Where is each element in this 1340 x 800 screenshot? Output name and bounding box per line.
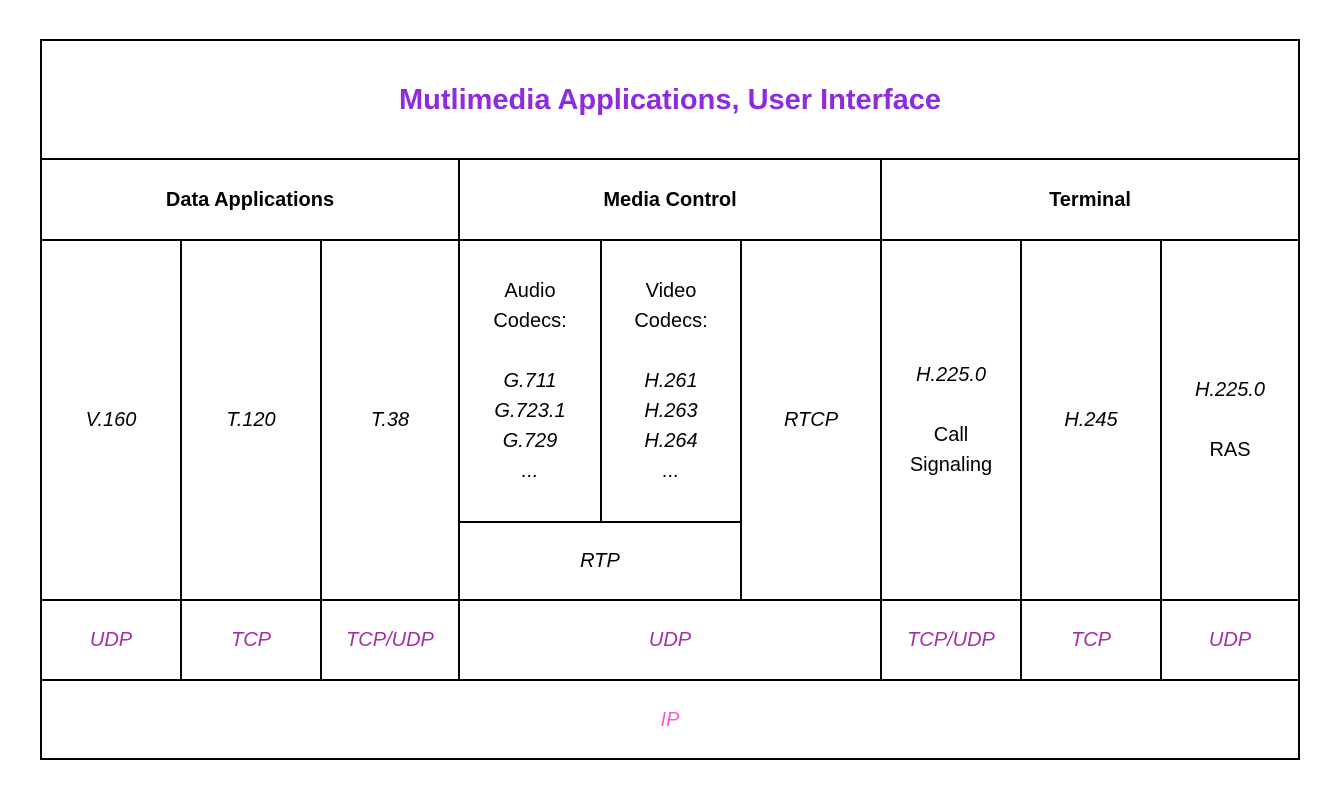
cell-rtcp: RTCP bbox=[742, 241, 880, 599]
transport-cell-udp-media: UDP bbox=[460, 601, 880, 679]
cell-v160: V.160 bbox=[42, 241, 180, 599]
protocol-stack-table: Mutlimedia Applications, User Interface … bbox=[40, 39, 1300, 760]
transport-label: UDP bbox=[648, 629, 692, 651]
transport-cell-tcp-terminal: TCP bbox=[1022, 601, 1160, 679]
section-header-label: Media Control bbox=[603, 188, 737, 211]
transport-cell-udp-data: UDP bbox=[42, 601, 180, 679]
video-codecs-heading-line2: Codecs: bbox=[634, 310, 708, 332]
cell-h225-call-signaling: H.225.0 Call Signaling bbox=[882, 241, 1020, 599]
transport-cell-tcp-data: TCP bbox=[182, 601, 320, 679]
audio-codec-item: G.711 bbox=[503, 370, 557, 392]
video-codec-item: ... bbox=[662, 460, 680, 482]
call-signaling-label-line1: Call bbox=[933, 424, 969, 446]
cell-h245: H.245 bbox=[1022, 241, 1160, 599]
video-codec-item: H.261 bbox=[644, 370, 698, 392]
video-codec-item: H.264 bbox=[644, 430, 698, 452]
video-codecs-heading-line1: Video bbox=[645, 280, 697, 302]
protocol-label: T.120 bbox=[226, 409, 276, 431]
protocol-label: H.225.0 bbox=[915, 364, 987, 386]
section-header-terminal: Terminal bbox=[882, 160, 1298, 239]
page-title: Mutlimedia Applications, User Interface bbox=[399, 83, 941, 116]
section-header-label: Data Applications bbox=[165, 188, 335, 211]
protocol-label: RTP bbox=[580, 550, 620, 572]
audio-codecs-heading-line2: Codecs: bbox=[493, 310, 567, 332]
cell-t120: T.120 bbox=[182, 241, 320, 599]
protocol-label: T.38 bbox=[370, 409, 410, 431]
protocol-label: H.245 bbox=[1064, 409, 1118, 431]
cell-audio-codecs: Audio Codecs: G.711 G.723.1 G.729 ... bbox=[460, 241, 600, 521]
protocol-label: V.160 bbox=[85, 409, 137, 431]
transport-label: TCP bbox=[231, 629, 271, 651]
section-header-label: Terminal bbox=[1049, 188, 1131, 211]
protocol-label: H.225.0 bbox=[1194, 379, 1266, 401]
section-header-data-applications: Data Applications bbox=[42, 160, 458, 239]
transport-label: UDP bbox=[89, 629, 133, 651]
transport-label: TCP/UDP bbox=[346, 629, 434, 651]
ip-layer-label: IP bbox=[660, 708, 680, 731]
audio-codec-item: ... bbox=[521, 460, 539, 482]
cell-t38: T.38 bbox=[322, 241, 458, 599]
transport-label: TCP bbox=[1071, 629, 1111, 651]
cell-ip-layer: IP bbox=[42, 681, 1298, 758]
transport-label: UDP bbox=[1208, 629, 1252, 651]
transport-label: TCP/UDP bbox=[907, 629, 995, 651]
ras-label: RAS bbox=[1209, 439, 1251, 461]
transport-cell-udp-terminal: UDP bbox=[1162, 601, 1298, 679]
title-cell: Mutlimedia Applications, User Interface bbox=[42, 41, 1298, 158]
transport-cell-tcpudp-data: TCP/UDP bbox=[322, 601, 458, 679]
call-signaling-label-line2: Signaling bbox=[909, 454, 993, 476]
audio-codec-item: G.729 bbox=[502, 430, 558, 452]
audio-codec-item: G.723.1 bbox=[494, 400, 566, 422]
video-codec-item: H.263 bbox=[644, 400, 698, 422]
transport-cell-tcpudp-terminal: TCP/UDP bbox=[882, 601, 1020, 679]
section-header-media-control: Media Control bbox=[460, 160, 880, 239]
cell-rtp: RTP bbox=[460, 523, 740, 599]
cell-h225-ras: H.225.0 RAS bbox=[1162, 241, 1298, 599]
protocol-label: RTCP bbox=[783, 409, 839, 431]
audio-codecs-heading-line1: Audio bbox=[504, 280, 556, 302]
cell-video-codecs: Video Codecs: H.261 H.263 H.264 ... bbox=[602, 241, 740, 521]
